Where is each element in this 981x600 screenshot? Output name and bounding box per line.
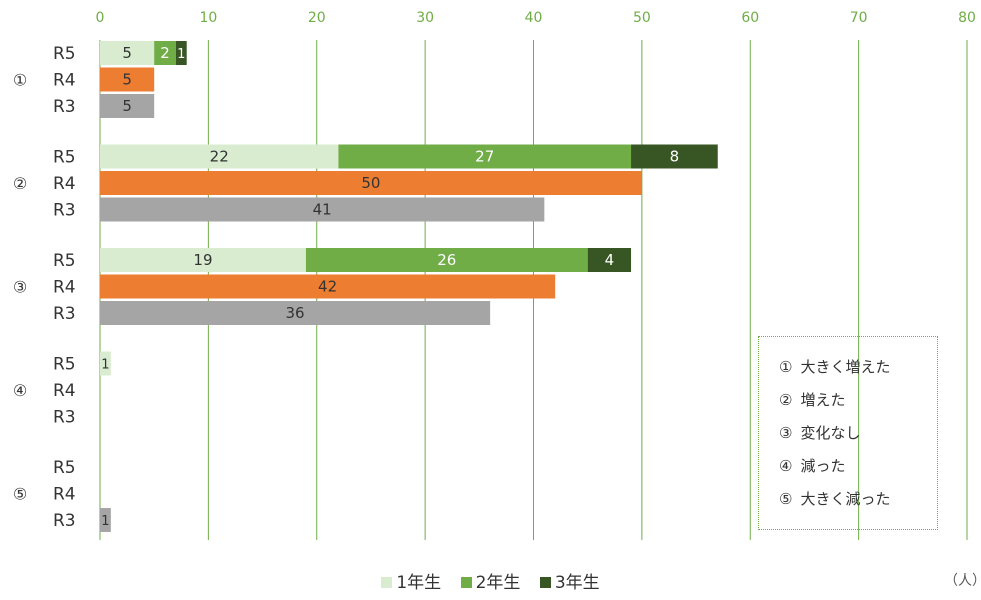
data-label: 50 [361, 174, 380, 192]
data-label: 1 [101, 514, 109, 529]
bar-segment [305, 248, 588, 272]
data-label: 5 [122, 44, 132, 62]
legend-item-grade2: 2年生 [460, 568, 520, 593]
data-label: 27 [475, 148, 494, 166]
data-label: 42 [318, 278, 337, 296]
series-legend: 1年生 2年生 3年生 [0, 568, 981, 593]
row-label: R3 [53, 408, 76, 428]
category-legend-item: ② 増えた [779, 391, 846, 409]
row-label: R3 [53, 201, 76, 221]
data-label: 41 [313, 201, 332, 219]
bar-segment [100, 171, 642, 195]
bar-segment [587, 248, 632, 272]
group-label: ⑤ [13, 485, 27, 504]
x-tick-label: 40 [525, 10, 543, 26]
bar-segment [100, 248, 306, 272]
group-label: ② [13, 174, 27, 193]
bar-segment [100, 67, 155, 92]
row-label: R3 [53, 97, 76, 117]
group-label: ③ [13, 278, 27, 297]
legend-swatch [539, 577, 551, 588]
x-tick-label: 0 [96, 10, 105, 26]
legend-swatch [460, 577, 472, 588]
row-label: R4 [53, 278, 76, 298]
row-label: R4 [53, 174, 76, 194]
x-tick-label: 80 [958, 10, 976, 26]
row-label: R5 [53, 148, 76, 168]
bar-segment [100, 41, 155, 65]
data-label: 2 [160, 44, 170, 62]
x-tick-label: 10 [199, 10, 217, 26]
unit-label: （人） [944, 573, 981, 589]
data-label: 19 [193, 251, 212, 269]
row-label: R5 [53, 355, 76, 375]
data-label: 1 [101, 358, 109, 373]
legend-item-grade1: 1年生 [381, 568, 441, 593]
bar-segment [631, 144, 718, 169]
row-label: R5 [53, 251, 76, 271]
data-label: 8 [670, 148, 680, 166]
bar-segment [154, 41, 176, 65]
category-legend-item: ① 大きく増えた [779, 358, 891, 376]
row-label: R3 [53, 304, 76, 324]
data-label: 5 [122, 71, 132, 89]
group-label: ① [13, 71, 27, 90]
x-tick-label: 30 [416, 10, 434, 26]
data-label: 22 [210, 148, 229, 166]
category-legend-item: ④ 減った [779, 457, 846, 475]
bar-segment [100, 144, 339, 169]
x-tick-label: 20 [308, 10, 326, 26]
row-label: R4 [53, 485, 76, 505]
data-label: 5 [122, 97, 132, 115]
category-legend: ① 大きく増えた ② 増えた ③ 変化なし ④ 減った ⑤ 大きく減った [758, 336, 938, 530]
bar-segment [100, 508, 111, 532]
category-legend-item: ⑤ 大きく減った [779, 490, 891, 508]
bar-segment [175, 41, 187, 65]
bar-segment [100, 301, 491, 325]
row-label: R5 [53, 44, 76, 64]
bar-segment [100, 351, 111, 376]
row-label: R4 [53, 71, 76, 91]
x-tick-label: 60 [741, 10, 759, 26]
x-tick-label: 70 [850, 10, 868, 26]
bar-segment [338, 144, 632, 169]
legend-swatch [381, 577, 393, 588]
legend-item-grade3: 3年生 [539, 568, 600, 593]
category-legend-item: ③ 変化なし [779, 424, 861, 442]
data-label: 1 [177, 47, 185, 62]
row-label: R4 [53, 381, 76, 401]
row-label: R3 [53, 511, 76, 531]
row-label: R5 [53, 458, 76, 478]
x-tick-label: 50 [633, 10, 651, 26]
data-label: 4 [605, 251, 615, 269]
bar-segment [100, 94, 155, 118]
bar-segment [100, 197, 545, 222]
data-label: 36 [286, 304, 305, 322]
data-label: 26 [437, 251, 456, 269]
group-label: ④ [13, 381, 27, 400]
bar-segment [100, 274, 556, 299]
